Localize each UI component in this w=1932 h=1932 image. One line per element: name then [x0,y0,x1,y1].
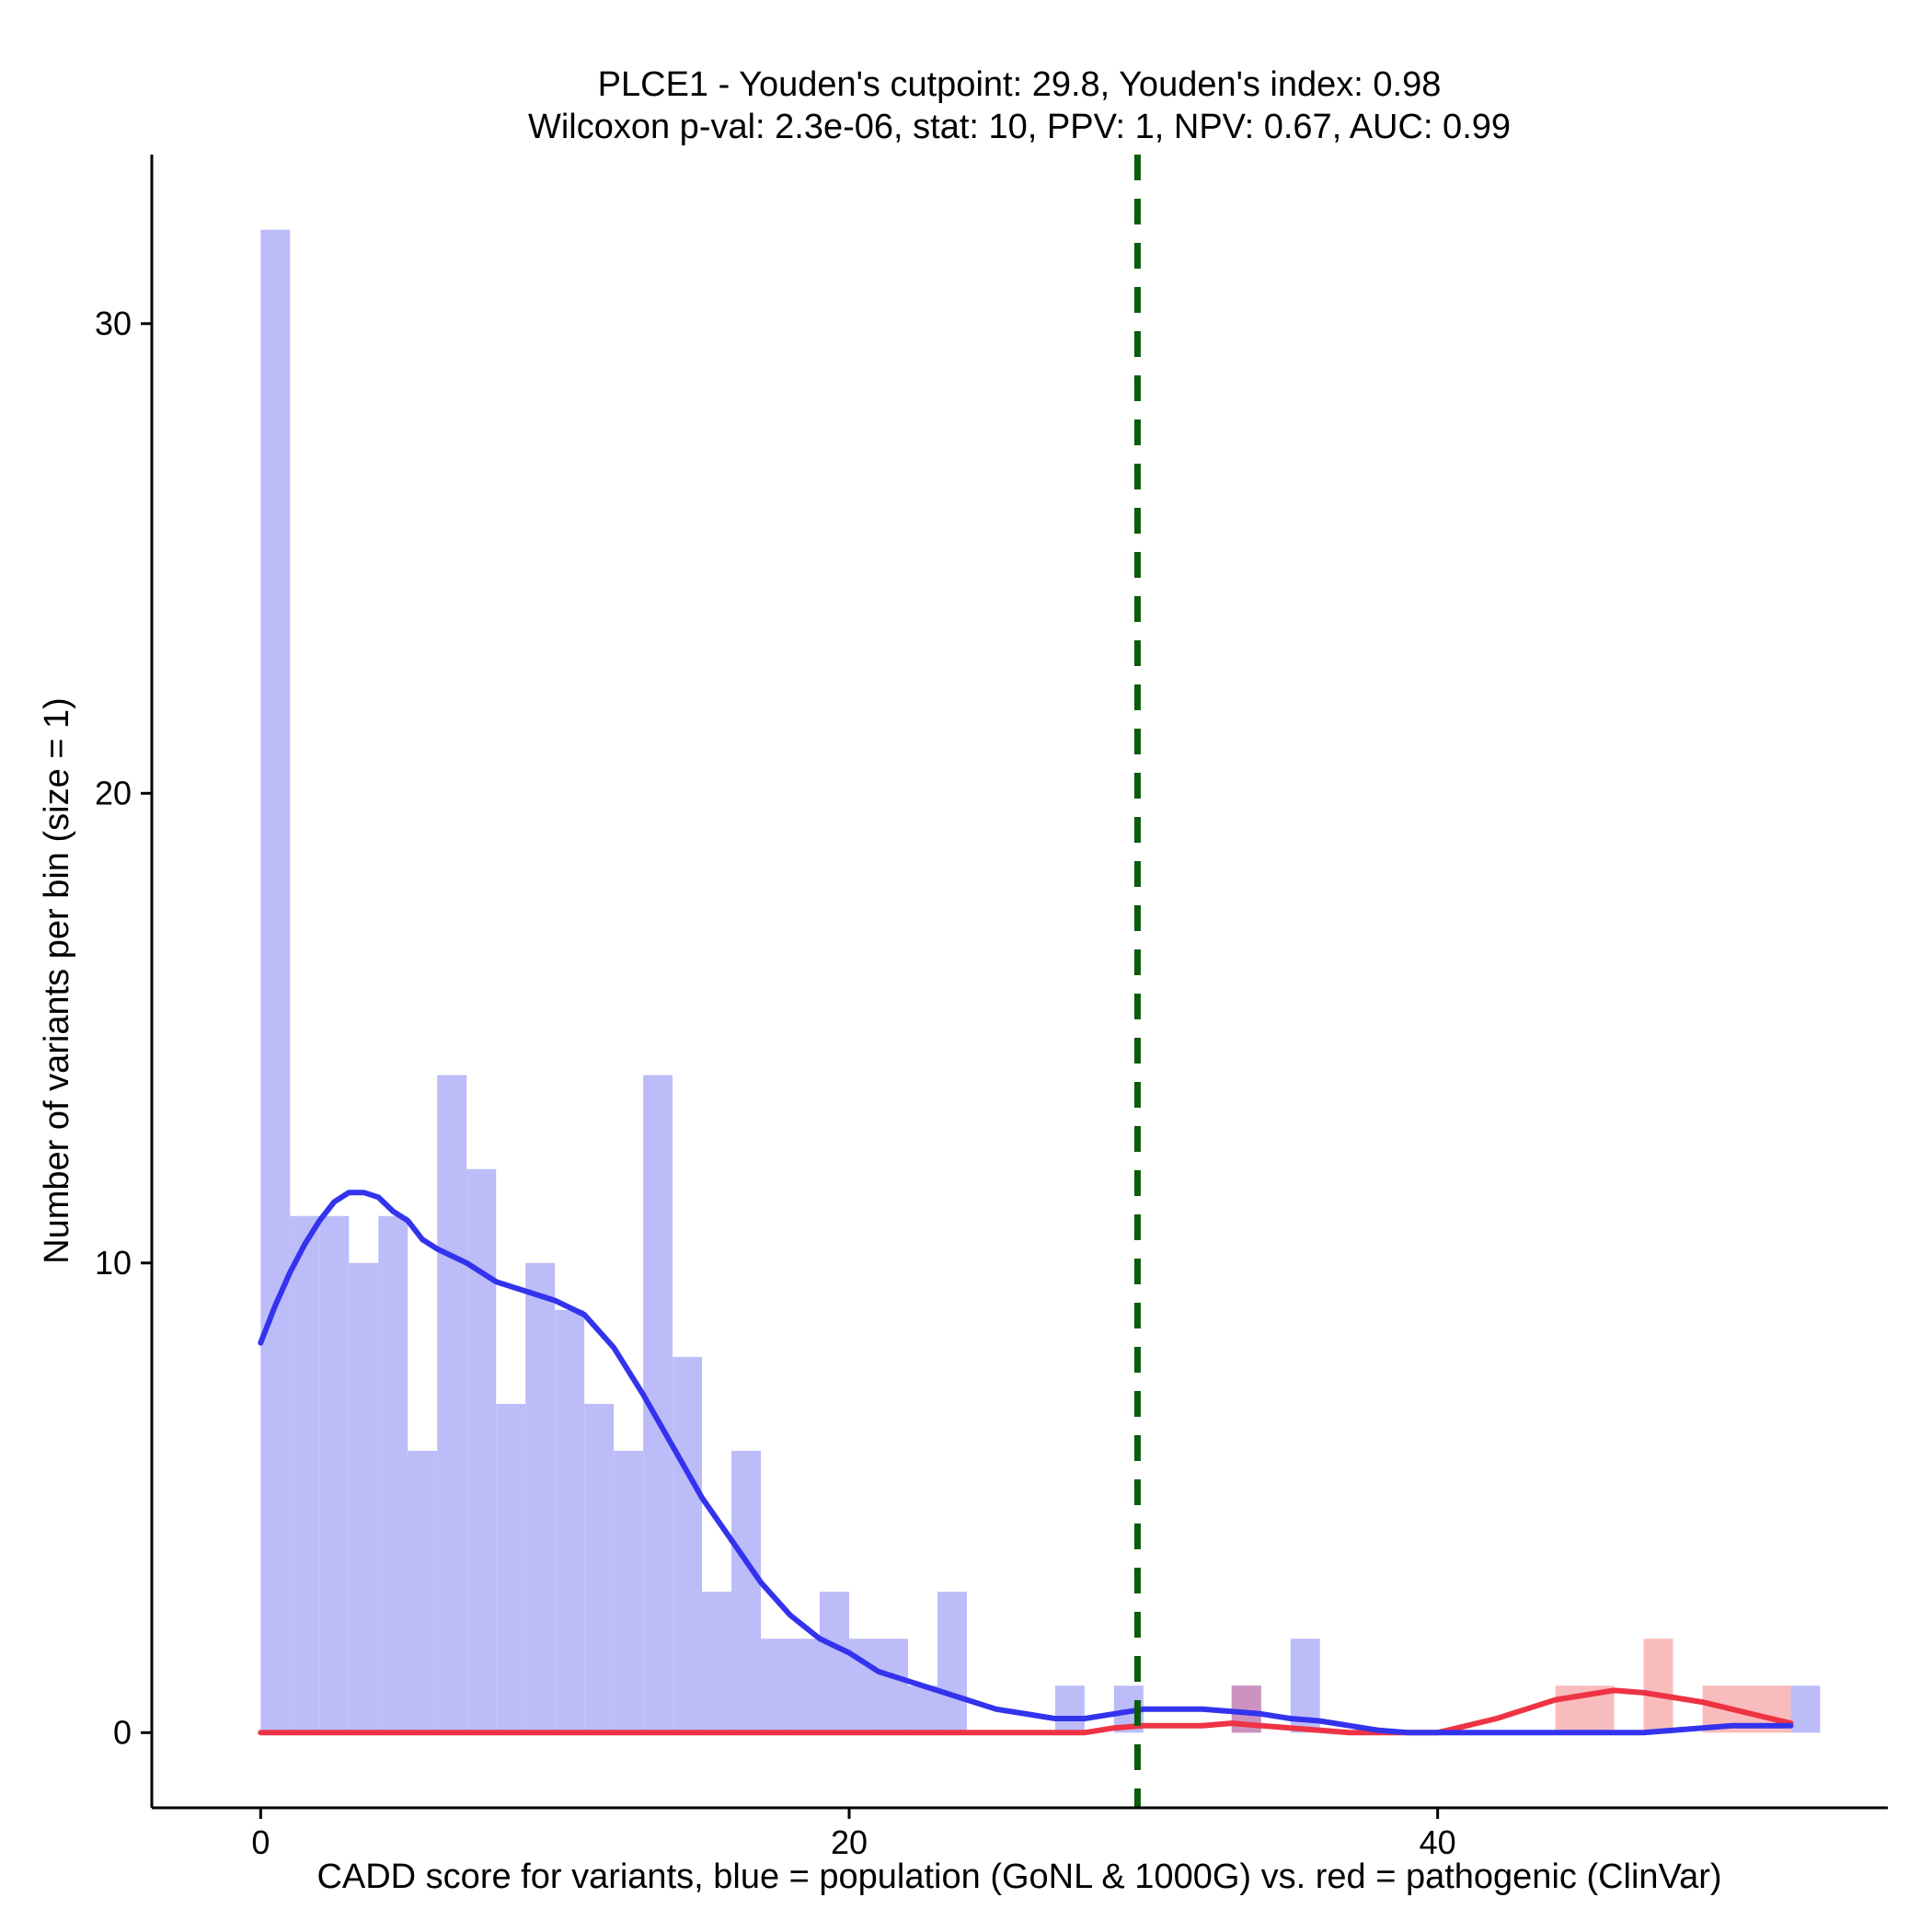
x-tick-label: 40 [1420,1823,1456,1861]
y-tick-label: 10 [95,1244,132,1282]
population-bar [907,1685,937,1733]
population-bar [319,1215,350,1733]
ticks-layer: 0 20 40 0 10 20 30 [95,305,1456,1861]
chart-title-line1: PLCE1 - Youden's cutpoint: 29.8, Youden'… [598,65,1442,104]
population-bar [1054,1685,1085,1733]
y-axis-title: Number of variants per bin (size = 1) [38,697,76,1264]
population-bar [790,1639,821,1733]
population-bar [260,229,291,1733]
population-bar [731,1451,762,1733]
x-axis-title: CADD score for variants, blue = populati… [316,1857,1721,1896]
population-bar [349,1262,379,1733]
population-bar [1790,1685,1821,1733]
population-bar [761,1639,791,1733]
population-bar [496,1403,526,1733]
population-bar [466,1168,497,1733]
population-bar [584,1403,615,1733]
population-bar [878,1639,908,1733]
density-lines-layer [258,1190,1794,1736]
population-bar [702,1592,732,1733]
y-tick-label: 30 [95,305,132,342]
population-bar [437,1075,467,1733]
y-tick-label: 20 [95,774,132,811]
population-bar [820,1592,849,1733]
chart-title-line2: Wilcoxon p-val: 2.3e-06, stat: 10, PPV: … [528,108,1511,146]
population-bar [673,1356,703,1733]
population-bar [378,1215,408,1733]
pathogenic-bar [1555,1685,1585,1733]
population-density-line [258,1190,1794,1736]
bars-layer [260,229,1821,1733]
population-bar [525,1262,556,1733]
population-bar [408,1451,438,1733]
x-tick-label: 20 [831,1823,868,1861]
pathogenic-bar [1643,1639,1673,1733]
population-bar [614,1451,644,1733]
population-bar [290,1215,320,1733]
x-tick-label: 0 [251,1823,270,1861]
population-bar [937,1592,967,1733]
population-bar [555,1309,585,1733]
y-tick-label: 0 [113,1713,132,1751]
